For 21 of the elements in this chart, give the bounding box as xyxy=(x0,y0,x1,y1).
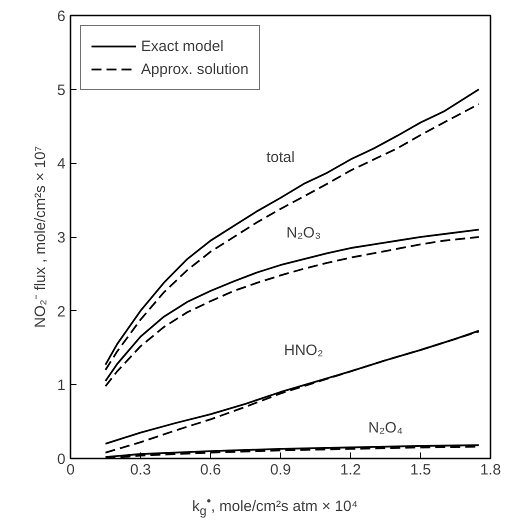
annotation: HNO₂ xyxy=(284,342,324,359)
x-tick-label: 0.6 xyxy=(200,462,221,478)
y-tick-label: 5 xyxy=(57,82,66,99)
y-tick-label: 4 xyxy=(57,156,66,173)
annotation: total xyxy=(266,149,295,166)
x-axis-title: k$_{g}$$^{•}$, mole/cm²s atm × 10⁴ xyxy=(192,493,358,520)
annotation: N₂O₄ xyxy=(368,419,403,436)
x-tick-label: 1.5 xyxy=(410,462,431,478)
y-tick-label: 3 xyxy=(57,230,66,246)
legend-label: Exact model xyxy=(141,38,224,54)
y-tick-label: 2 xyxy=(57,303,66,320)
y-tick-label: 0 xyxy=(57,451,66,468)
x-tick-label: 0.3 xyxy=(130,462,151,478)
y-tick-label: 1 xyxy=(57,377,66,394)
y-tick-label: 6 xyxy=(57,8,66,25)
legend-label: Approx. solution xyxy=(141,60,249,78)
x-tick-label: 0.9 xyxy=(270,462,291,478)
annotation: N₂O₃ xyxy=(286,224,321,242)
x-tick-label: 1.2 xyxy=(340,462,361,478)
y-axis-title: NO₂⁻ flux , mole/cm²s × 10⁷ xyxy=(32,146,50,328)
x-tick-label: 1.8 xyxy=(480,462,501,478)
